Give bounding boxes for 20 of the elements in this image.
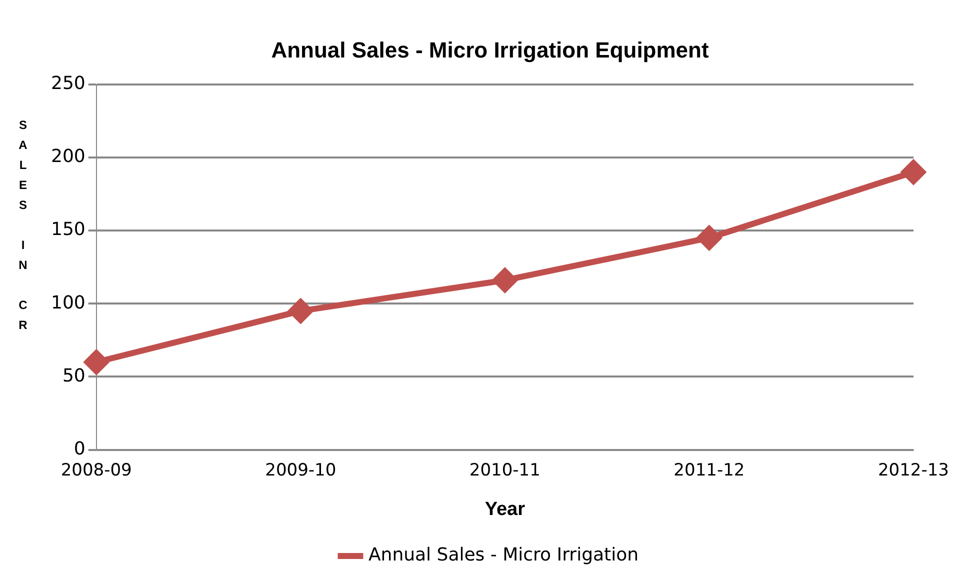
y-tick-label: 250 bbox=[50, 73, 86, 94]
x-axis-title: Year bbox=[484, 498, 526, 520]
x-tick-label: 2009-10 bbox=[265, 460, 336, 480]
x-tick-label: 2008-09 bbox=[60, 460, 132, 480]
y-tick-label: 0 bbox=[74, 438, 86, 460]
y-axis-title: SALES IN CR bbox=[15, 118, 31, 338]
y-tick-label: 150 bbox=[50, 219, 86, 240]
point bbox=[84, 350, 108, 374]
y-tick-label: 50 bbox=[62, 365, 86, 386]
y-tick-label: 200 bbox=[50, 146, 86, 168]
point bbox=[288, 298, 313, 323]
y-tick-label: 100 bbox=[50, 292, 86, 314]
x-tick-label: 2010-11 bbox=[469, 460, 540, 480]
x-tick-label: 2011-12 bbox=[674, 460, 745, 480]
point bbox=[492, 268, 517, 292]
chart-title: Annual Sales - Micro Irrigation Equipment bbox=[271, 37, 710, 62]
x-tick-label: 2012-13 bbox=[878, 460, 949, 480]
point bbox=[697, 226, 722, 250]
legend-label: Annual Sales - Micro Irrigation bbox=[368, 544, 639, 566]
point bbox=[901, 160, 926, 184]
